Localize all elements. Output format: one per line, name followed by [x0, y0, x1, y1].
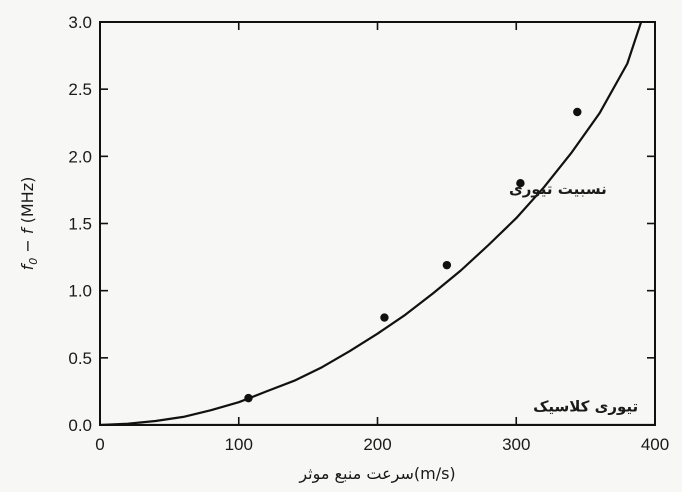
y-label-sub: 0 [27, 258, 40, 265]
x-tick-label: 300 [502, 435, 530, 454]
y-axis-label: f0 − f (MHz) [18, 177, 40, 271]
axes: 0 100 200 300 400 0.0 0.5 1.0 1.5 2.0 2.5 3.0 [68, 13, 669, 454]
data-point [573, 107, 582, 117]
y-label-minus: − [18, 234, 37, 258]
y-label-unit: (MHz) [18, 177, 37, 229]
y-tick-label: 2.5 [68, 80, 92, 99]
y-tick-label: 0.0 [68, 416, 92, 435]
relativity-theory-label: نسبیت تیوری [509, 180, 607, 198]
y-tick-label: 1.0 [68, 282, 92, 301]
y-tick-label: 0.5 [68, 349, 92, 368]
annotations: نسبیت تیوری تیوری کلاسیک [509, 180, 638, 416]
classical-theory-label: تیوری کلاسیک [533, 398, 638, 416]
x-tick-label: 200 [363, 435, 391, 454]
x-tick-label: 400 [641, 435, 669, 454]
relativistic-curve [100, 22, 643, 425]
axis-labels: سرعت منبع موثر(m/s) f0 − f (MHz) [18, 177, 456, 484]
x-tick-label: 100 [225, 435, 253, 454]
plot-frame [99, 21, 656, 426]
y-tick-label: 3.0 [68, 13, 92, 32]
data-point [244, 393, 253, 403]
y-tick-label: 1.5 [68, 215, 92, 234]
series-layer [100, 22, 655, 425]
x-axis-label: سرعت منبع موثر(m/s) [298, 464, 455, 484]
data-point [380, 313, 389, 322]
x-tick-label: 0 [95, 435, 104, 454]
y-label-f0: f [18, 262, 37, 270]
y-label-f: f [18, 226, 37, 234]
data-point [442, 260, 452, 270]
data-point [516, 179, 525, 188]
y-tick-label: 2.0 [68, 147, 92, 166]
